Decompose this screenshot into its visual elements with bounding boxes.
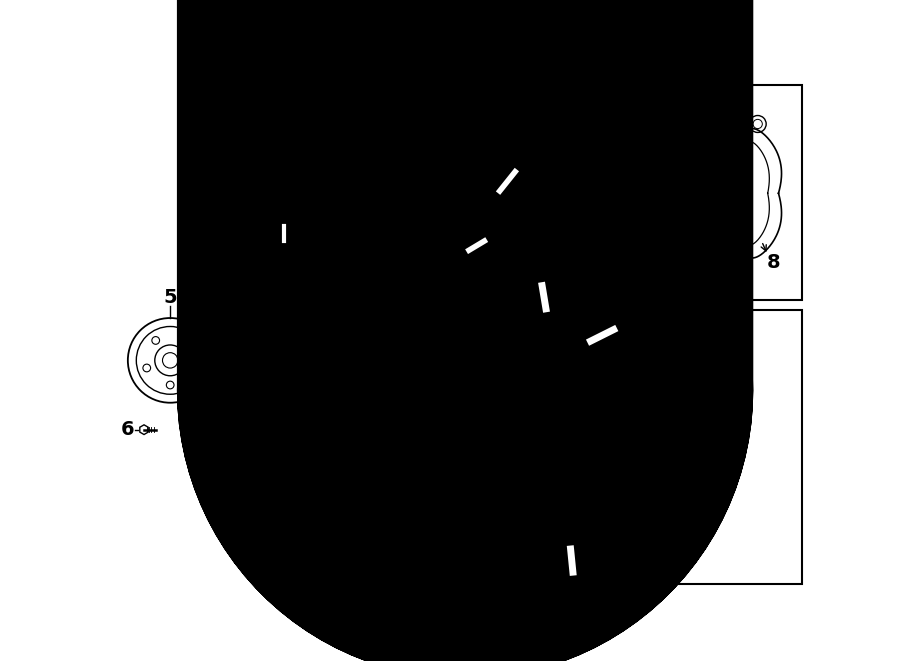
Text: 10: 10	[443, 273, 470, 292]
Text: 9: 9	[629, 262, 643, 282]
Text: 14: 14	[511, 430, 539, 449]
Bar	[484, 85, 802, 299]
Text: 1: 1	[345, 171, 358, 190]
Text: 12: 12	[611, 330, 638, 349]
Bar	[484, 310, 802, 584]
Text: 4: 4	[302, 415, 317, 434]
Bar	[229, 202, 473, 434]
Text: 8: 8	[766, 253, 780, 272]
Text: 2: 2	[377, 362, 392, 381]
Text: 13: 13	[442, 369, 469, 387]
Text: 6: 6	[121, 420, 134, 439]
Text: 7: 7	[456, 183, 470, 202]
Bar	[577, 509, 592, 518]
Text: 16: 16	[513, 515, 540, 534]
Text: 15: 15	[531, 478, 558, 497]
Text: 11: 11	[440, 451, 467, 470]
Text: 3: 3	[437, 302, 451, 321]
Text: 17: 17	[700, 465, 727, 484]
Text: 5: 5	[164, 288, 177, 307]
